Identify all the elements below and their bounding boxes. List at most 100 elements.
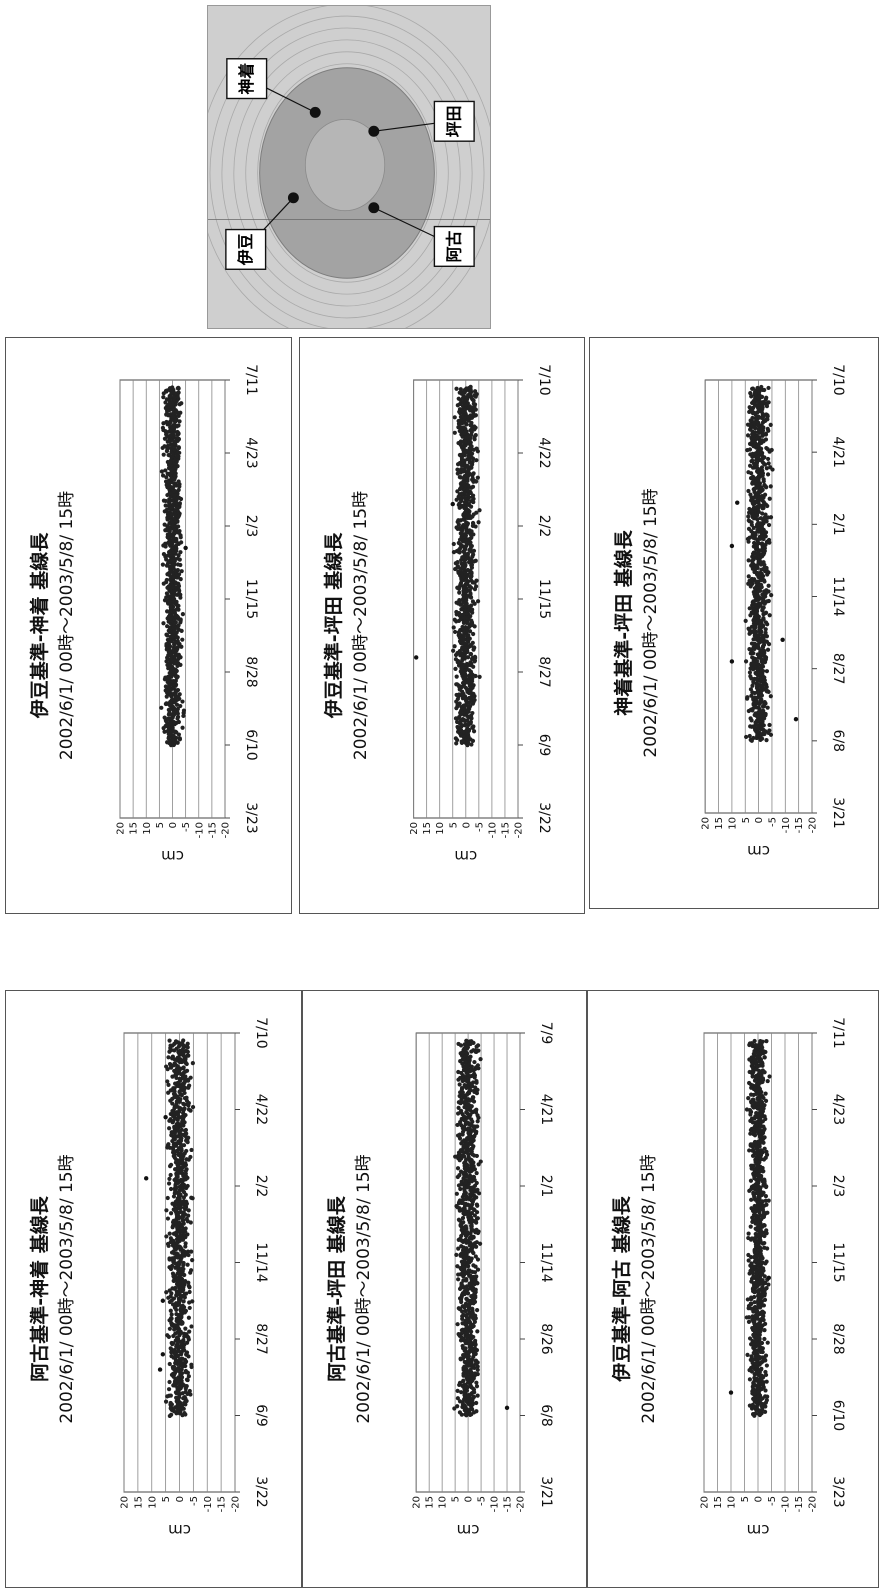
y-tick-label: -20 xyxy=(221,822,232,838)
data-point xyxy=(468,703,473,709)
data-point xyxy=(767,496,772,501)
data-point xyxy=(165,471,170,476)
data-point xyxy=(166,628,171,633)
data-point xyxy=(475,1187,480,1192)
y-tick-label: -5 xyxy=(477,1496,488,1506)
data-point xyxy=(475,1257,481,1262)
x-tick-label: 6/9 xyxy=(253,1404,269,1427)
data-point xyxy=(468,719,473,725)
station-4: 伊豆 xyxy=(225,192,299,270)
data-point xyxy=(164,1234,169,1239)
data-point xyxy=(463,685,469,691)
outlier-point xyxy=(163,1114,168,1120)
data-point xyxy=(178,550,183,555)
data-point xyxy=(455,1122,460,1128)
data-point xyxy=(165,510,171,515)
data-point xyxy=(478,1057,483,1062)
data-point xyxy=(462,1359,467,1365)
data-point xyxy=(170,1108,175,1114)
data-point xyxy=(169,1340,174,1346)
x-tick-label: 8/28 xyxy=(830,1323,846,1354)
station-label-box xyxy=(433,100,475,142)
data-point xyxy=(173,620,178,625)
data-point xyxy=(168,1117,173,1122)
data-point xyxy=(457,407,463,412)
data-point xyxy=(183,1127,189,1133)
data-point xyxy=(473,389,478,394)
data-point xyxy=(168,1308,173,1313)
data-point xyxy=(745,433,751,438)
data-point xyxy=(468,436,473,441)
data-point xyxy=(166,716,171,721)
x-tick-label: 8/27 xyxy=(253,1323,269,1354)
data-point xyxy=(166,1142,171,1147)
data-point xyxy=(167,1176,172,1181)
data-point xyxy=(749,576,755,582)
y-tick-label: -20 xyxy=(808,817,819,833)
data-point xyxy=(176,1366,181,1371)
data-point xyxy=(466,1255,471,1260)
x-tick-label: 3/22 xyxy=(253,1476,269,1507)
data-point xyxy=(182,1411,187,1416)
data-point xyxy=(180,1303,185,1308)
data-point xyxy=(175,639,180,644)
data-point xyxy=(458,580,464,585)
data-point xyxy=(463,1224,468,1229)
x-tick-label: 7/10 xyxy=(253,1017,269,1048)
y-tick-label: -15 xyxy=(217,1496,228,1512)
data-point xyxy=(176,423,181,428)
data-point xyxy=(456,1306,461,1311)
data-point xyxy=(470,484,476,489)
data-point xyxy=(168,1186,174,1192)
data-point xyxy=(456,396,461,401)
data-point xyxy=(747,670,753,675)
data-point xyxy=(473,1371,478,1376)
data-point xyxy=(176,719,181,725)
data-point xyxy=(749,641,755,646)
data-point xyxy=(173,1285,178,1290)
chart-panel-2: 伊豆基準-坪田 基線長 2002/6/1/ 00時～2003/5/8/ 15時 20… xyxy=(299,337,585,914)
data-point xyxy=(459,1085,465,1091)
data-point xyxy=(184,1167,189,1172)
data-point xyxy=(465,726,470,731)
y-axis-label: cm xyxy=(747,842,770,860)
data-point xyxy=(752,695,757,700)
data-point xyxy=(463,722,468,727)
data-point xyxy=(469,1211,475,1216)
data-point xyxy=(459,467,464,472)
data-point xyxy=(474,1107,479,1112)
data-point xyxy=(474,1274,479,1279)
data-point xyxy=(759,697,764,702)
data-point xyxy=(750,655,755,660)
chart-subtitle: 2002/6/1/ 00時～2003/5/8/ 15時 xyxy=(639,1154,659,1423)
outlier-point xyxy=(793,716,799,722)
chart-title: 伊豆基準-坪田 基線長 xyxy=(322,532,345,720)
data-point xyxy=(467,629,473,634)
station-label-box xyxy=(225,228,267,270)
data-point xyxy=(162,715,167,720)
data-point xyxy=(466,1268,471,1273)
data-point xyxy=(763,627,768,632)
data-point xyxy=(457,475,462,480)
data-point xyxy=(458,414,463,419)
data-point xyxy=(456,1277,461,1282)
data-point xyxy=(749,624,754,629)
scatter-points xyxy=(729,384,799,743)
data-point xyxy=(748,463,753,468)
data-point xyxy=(747,606,752,611)
data-point xyxy=(452,644,457,649)
data-point xyxy=(181,1143,187,1148)
data-point xyxy=(458,425,463,430)
data-point xyxy=(454,1252,459,1257)
data-point xyxy=(454,682,459,687)
data-point xyxy=(746,470,751,475)
data-point xyxy=(452,629,458,635)
data-point xyxy=(464,1284,469,1289)
data-point xyxy=(185,1249,191,1254)
data-point xyxy=(187,1388,192,1394)
data-point xyxy=(452,415,457,420)
data-point xyxy=(473,433,478,438)
data-point xyxy=(471,471,476,476)
data-point xyxy=(176,553,181,558)
data-point xyxy=(751,540,757,546)
